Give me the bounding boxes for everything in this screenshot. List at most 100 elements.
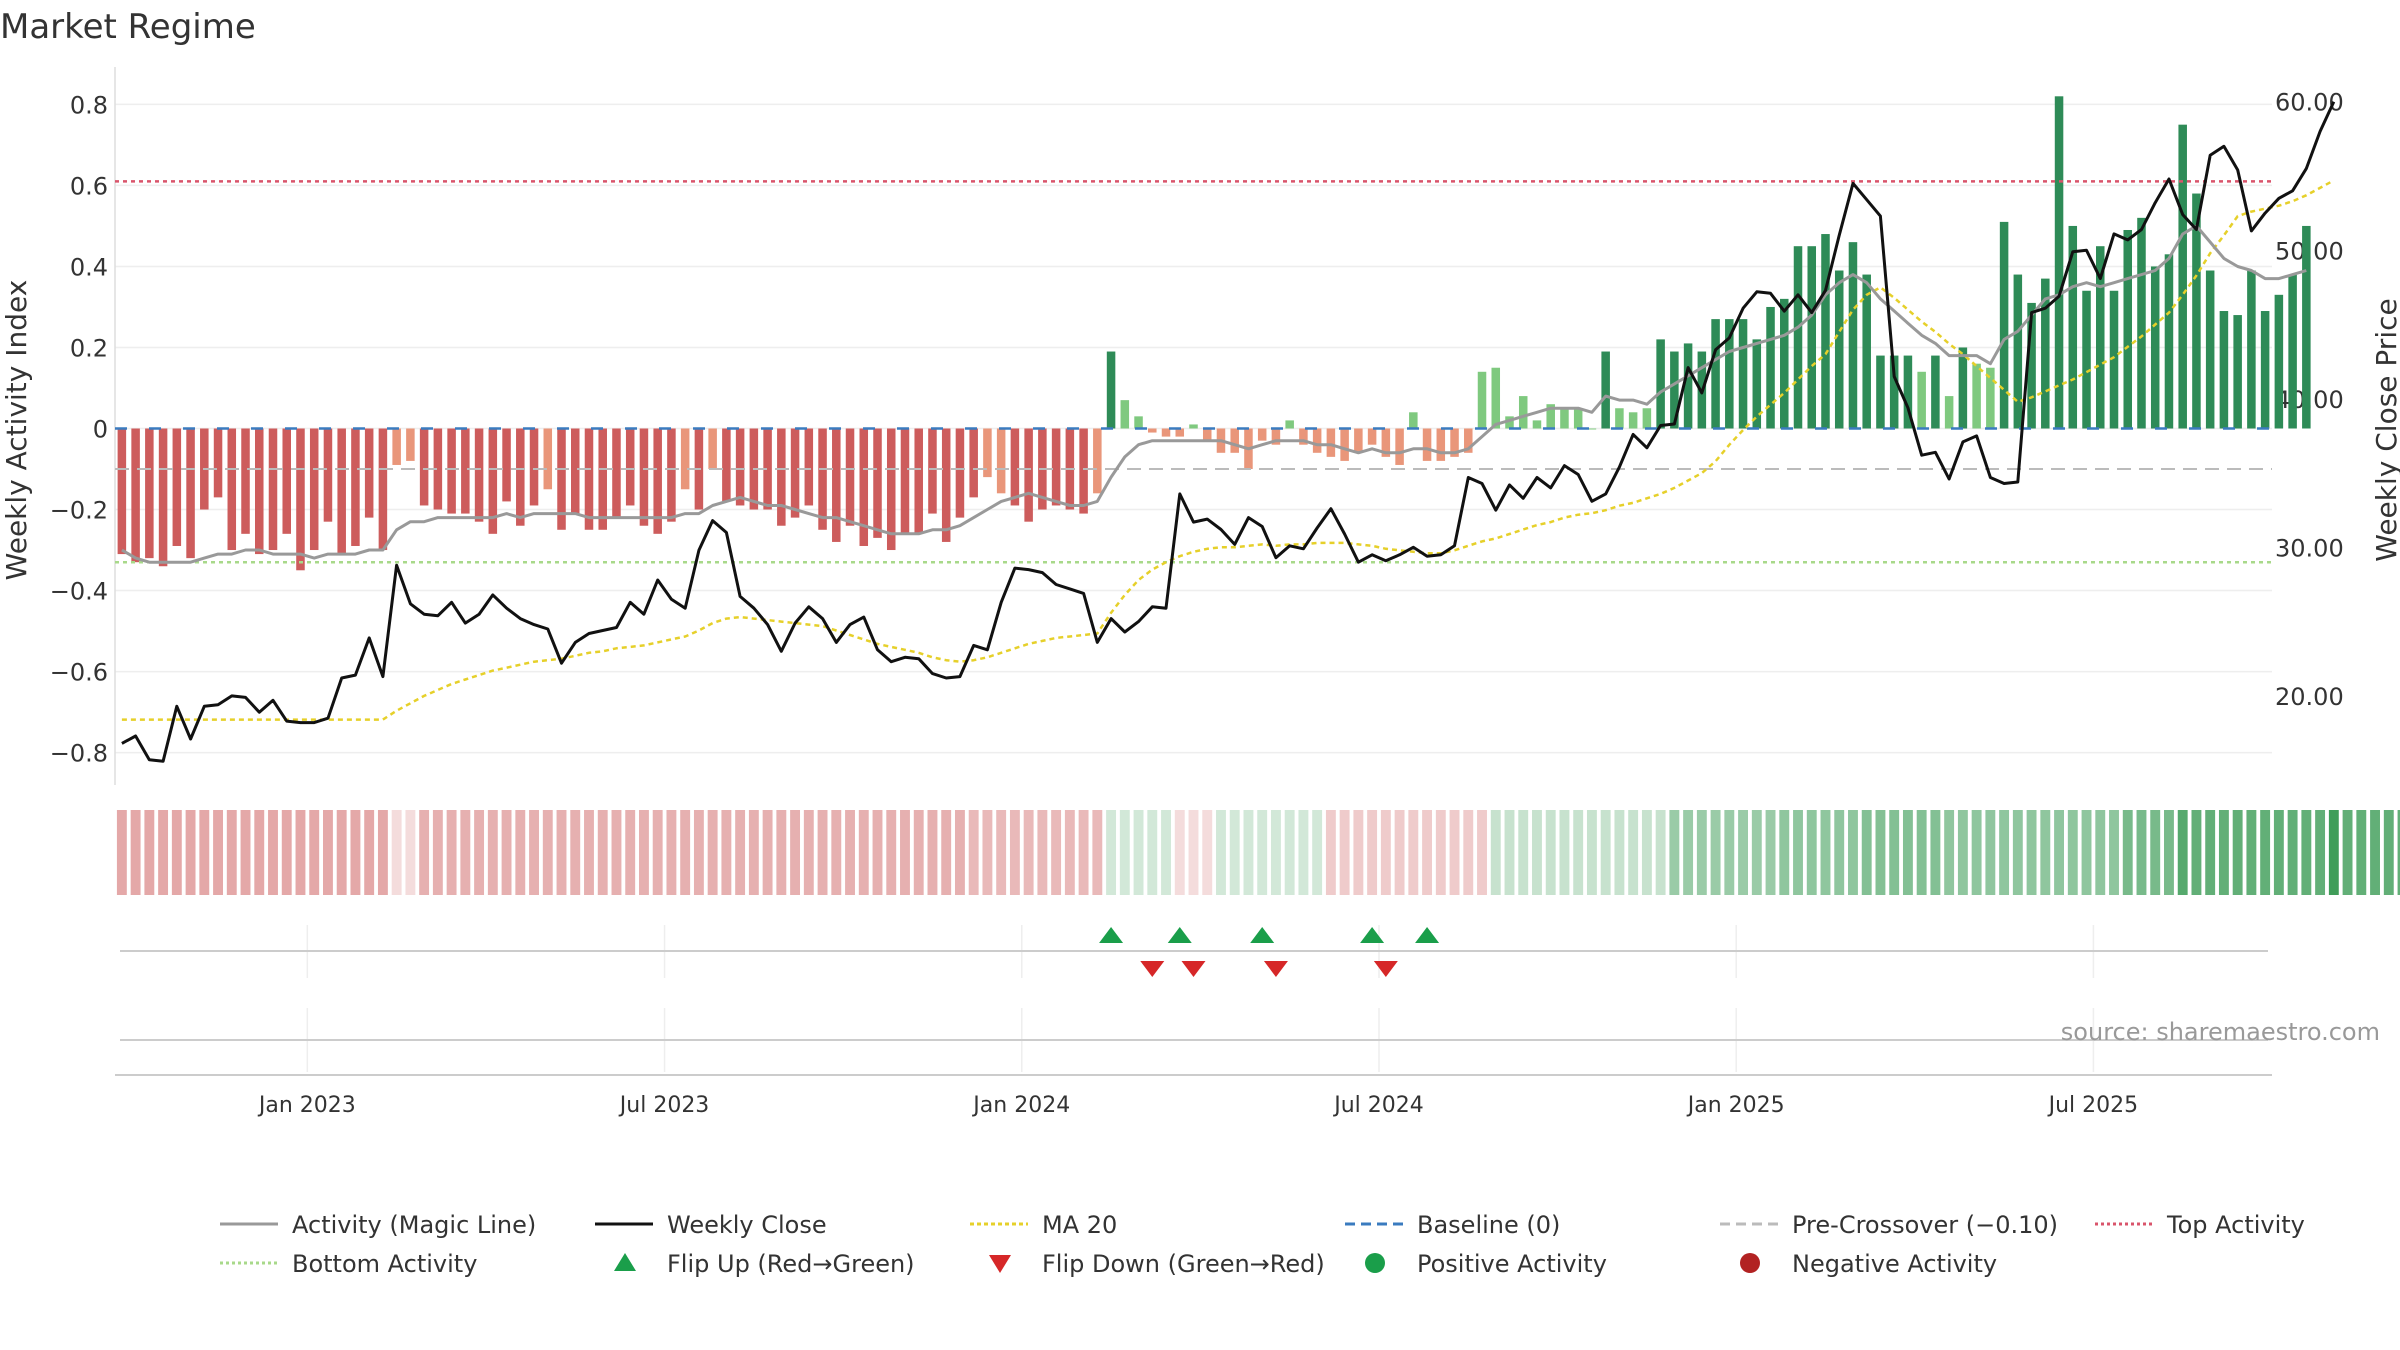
activity-bar: [1230, 428, 1239, 453]
activity-bar: [639, 428, 649, 526]
activity-bar: [1120, 400, 1130, 429]
legend-label: Negative Activity: [1792, 1250, 1997, 1278]
activity-bar: [2288, 274, 2297, 429]
activity-bar: [557, 428, 566, 530]
regime-strip-cell: [1614, 810, 1625, 895]
activity-bar: [1834, 270, 1844, 429]
regime-strip-cell: [1174, 810, 1185, 895]
regime-strip-cell: [666, 810, 677, 895]
activity-bar: [282, 428, 291, 534]
activity-bar: [1477, 371, 1487, 429]
regime-strip-cell: [199, 810, 210, 895]
right-tick-label: 20.00: [2275, 683, 2344, 711]
activity-bar: [584, 428, 594, 530]
regime-strip-cell: [584, 810, 594, 895]
activity-bar: [996, 428, 1006, 494]
activity-bar: [1367, 428, 1377, 445]
left-tick-label: −0.4: [50, 578, 108, 606]
legend-swatch: [1365, 1253, 1385, 1273]
regime-strip-cell: [790, 810, 801, 895]
activity-bar: [254, 428, 264, 555]
activity-bar: [213, 428, 223, 498]
legend-label: Weekly Close: [667, 1211, 827, 1239]
activity-bar: [983, 428, 992, 478]
activity-bar: [818, 428, 827, 530]
activity-bar: [1079, 428, 1088, 514]
regime-strip-cell: [391, 810, 402, 895]
regime-strip-cell: [1848, 810, 1858, 895]
regime-strip-cell: [1078, 810, 1089, 895]
activity-bar: [914, 428, 923, 534]
activity-bar: [2137, 217, 2146, 429]
regime-strip-cell: [2012, 810, 2023, 895]
regime-strip-cell: [735, 810, 746, 895]
activity-bar: [1628, 412, 1638, 429]
flip-down-marker: [1181, 961, 1206, 977]
activity-bar: [1889, 355, 1899, 429]
magic-line: [121, 224, 2307, 564]
regime-strip-cell: [1119, 810, 1130, 895]
regime-strip-cell: [803, 810, 814, 895]
regime-strip-cell: [1930, 810, 1941, 895]
activity-bar: [1354, 428, 1363, 453]
activity-bar: [2233, 315, 2242, 429]
activity-bar: [1518, 396, 1528, 429]
flip-up-marker: [1250, 927, 1275, 943]
activity-bar: [1670, 351, 1679, 429]
regime-strip-cell: [1133, 810, 1144, 895]
activity-bar: [2041, 278, 2050, 429]
regime-strip-cell: [1559, 810, 1570, 895]
regime-strip-cell: [556, 810, 567, 895]
regime-strip-cell: [886, 810, 897, 895]
flip-down-marker: [1373, 961, 1398, 977]
activity-bar: [2068, 225, 2078, 429]
x-tick-label: Jan 2024: [971, 1093, 1070, 1118]
regime-strip-cell: [1669, 810, 1680, 895]
activity-bar: [419, 428, 429, 506]
flip-signal-panel: [120, 925, 2268, 978]
regime-strip-cell: [1339, 810, 1350, 895]
activity-bar: [2054, 96, 2064, 429]
activity-bar: [941, 428, 951, 542]
regime-strip-cell: [446, 810, 457, 895]
regime-strip-cell: [831, 810, 842, 895]
regime-strip-cell: [2383, 810, 2394, 895]
regime-strip-cell: [460, 810, 471, 895]
activity-bar: [804, 428, 814, 506]
activity-bar: [158, 428, 168, 567]
regime-strip-panel: [116, 810, 2400, 895]
regime-strip-cell: [2328, 810, 2339, 895]
regime-strip-cell: [2164, 810, 2174, 895]
legend-label: Activity (Magic Line): [292, 1211, 536, 1239]
regime-strip-cell: [2109, 810, 2119, 895]
activity-bar: [667, 428, 676, 522]
regime-strip-cell: [570, 810, 581, 895]
legend-item: Pre-Crossover (−0.10): [1720, 1211, 2058, 1239]
regime-strip-cell: [1861, 810, 1872, 895]
regime-strip-cell: [1545, 810, 1556, 895]
regime-strip-cell: [1229, 810, 1240, 895]
activity-bar: [296, 428, 305, 571]
activity-bar: [680, 428, 690, 490]
regime-strip-cell: [2095, 810, 2106, 895]
regime-strip-cell: [1710, 810, 1721, 895]
activity-bar: [2178, 124, 2187, 429]
legend-item: Activity (Magic Line): [220, 1211, 536, 1239]
activity-bar: [2109, 290, 2119, 429]
regime-strip-cell: [2177, 810, 2188, 895]
activity-bar: [1491, 367, 1501, 429]
regime-strip-cell: [1202, 810, 1213, 895]
regime-strip-cell: [1696, 810, 1707, 895]
activity-bar: [1312, 428, 1322, 453]
activity-bar: [1642, 408, 1652, 429]
activity-bar: [447, 428, 456, 514]
legend: Activity (Magic Line) Weekly Close MA 20 Ba…: [220, 1211, 2305, 1278]
activity-bar: [1766, 306, 1775, 429]
regime-strip-cell: [350, 810, 361, 895]
regime-strip-cell: [1999, 810, 2010, 895]
x-tick-label: Jan 2025: [1686, 1093, 1785, 1118]
left-tick-label: −0.6: [50, 659, 108, 687]
regime-strip-cell: [323, 810, 333, 895]
regime-strip-cell: [1655, 810, 1666, 895]
legend-swatch: [989, 1255, 1011, 1273]
